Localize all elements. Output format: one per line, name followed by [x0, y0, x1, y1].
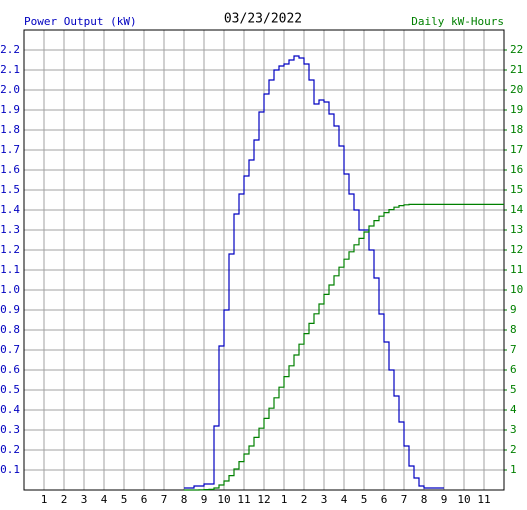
x-tick-label: 3 [321, 493, 328, 506]
y-tick-label: 1.5 [0, 183, 20, 196]
y2-tick-label: 19 [510, 103, 523, 116]
y-tick-label: 0.5 [0, 383, 20, 396]
y2-tick-label: 1 [510, 463, 517, 476]
y-tick-label: 0.1 [0, 463, 20, 476]
y2-tick-label: 3 [510, 423, 517, 436]
y2-tick-label: 16 [510, 163, 523, 176]
series-line [184, 203, 504, 491]
y-tick-label: 1.1 [0, 263, 20, 276]
y-tick-label: 1.8 [0, 123, 20, 136]
x-tick-label: 7 [401, 493, 408, 506]
plot-frame [23, 29, 505, 491]
y-axis-label: Power Output (kW) [24, 15, 137, 28]
y2-tick-label: 2 [510, 443, 517, 456]
y-tick-label: 1.4 [0, 203, 20, 216]
y-tick-label: 1.2 [0, 243, 20, 256]
y-tick-label: 1.6 [0, 163, 20, 176]
x-tick-label: 9 [201, 493, 208, 506]
x-tick-label: 2 [301, 493, 308, 506]
y2-tick-label: 5 [510, 383, 517, 396]
x-tick-label: 8 [181, 493, 188, 506]
y-tick-label: 0.8 [0, 323, 20, 336]
y-tick-label: 1.3 [0, 223, 20, 236]
x-tick-label: 4 [341, 493, 348, 506]
y-tick-label: 0.3 [0, 423, 20, 436]
y2-tick-label: 8 [510, 323, 517, 336]
y2-tick-label: 10 [510, 283, 523, 296]
y2-tick-label: 4 [510, 403, 517, 416]
x-tick-label: 1 [281, 493, 288, 506]
x-tick-label: 9 [441, 493, 448, 506]
y2-tick-label: 18 [510, 123, 523, 136]
x-tick-label: 10 [217, 493, 230, 506]
y-tick-label: 1.9 [0, 103, 20, 116]
x-tick-label: 4 [101, 493, 108, 506]
x-tick-label: 11 [237, 493, 250, 506]
y2-tick-label: 21 [510, 63, 523, 76]
y2-tick-label: 22 [510, 43, 523, 56]
x-tick-label: 8 [421, 493, 428, 506]
x-tick-label: 7 [161, 493, 168, 506]
y2-tick-label: 11 [510, 263, 523, 276]
y2-tick-label: 20 [510, 83, 523, 96]
x-tick-label: 6 [381, 493, 388, 506]
y-tick-label: 0.6 [0, 363, 20, 376]
y-tick-label: 1.7 [0, 143, 20, 156]
y2-tick-label: 17 [510, 143, 523, 156]
series-line [184, 55, 444, 489]
y-tick-label: 1.0 [0, 283, 20, 296]
x-tick-label: 3 [81, 493, 88, 506]
y-tick-label: 2.2 [0, 43, 20, 56]
y2-tick-label: 13 [510, 223, 523, 236]
y2-tick-label: 9 [510, 303, 517, 316]
y2-axis-label: Daily kW-Hours [411, 15, 504, 28]
x-tick-label: 5 [121, 493, 128, 506]
y-tick-label: 2.0 [0, 83, 20, 96]
x-tick-label: 11 [477, 493, 490, 506]
y-tick-label: 0.4 [0, 403, 20, 416]
y-tick-label: 0.7 [0, 343, 20, 356]
x-tick-label: 5 [361, 493, 368, 506]
y2-tick-label: 7 [510, 343, 517, 356]
y-tick-label: 0.2 [0, 443, 20, 456]
y2-tick-label: 15 [510, 183, 523, 196]
x-tick-label: 1 [41, 493, 48, 506]
x-tick-label: 2 [61, 493, 68, 506]
y-tick-label: 2.1 [0, 63, 20, 76]
x-tick-label: 10 [457, 493, 470, 506]
y2-tick-label: 14 [510, 203, 524, 216]
x-tick-label: 6 [141, 493, 148, 506]
y2-tick-label: 6 [510, 363, 517, 376]
y2-tick-label: 12 [510, 243, 523, 256]
chart-title: 03/23/2022 [224, 12, 302, 27]
y-tick-label: 0.9 [0, 303, 20, 316]
x-tick-label: 12 [257, 493, 270, 506]
